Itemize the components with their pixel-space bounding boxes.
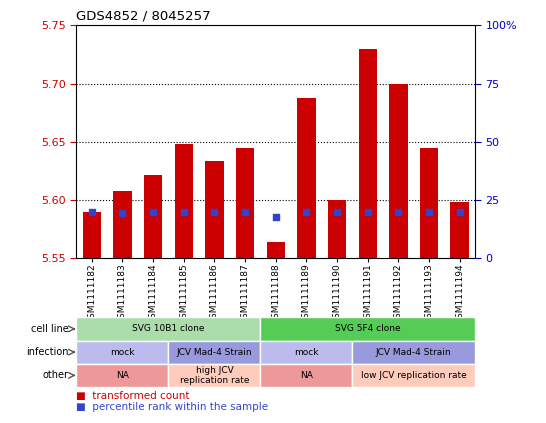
Bar xyxy=(389,84,407,258)
Bar xyxy=(76,341,168,364)
Bar xyxy=(168,364,260,387)
Text: high JCV
replication rate: high JCV replication rate xyxy=(180,366,249,385)
Text: ■  transformed count: ■ transformed count xyxy=(76,390,190,401)
Point xyxy=(271,214,280,221)
Text: NA: NA xyxy=(300,371,313,380)
Bar xyxy=(328,200,346,258)
Point xyxy=(149,208,157,215)
Point xyxy=(210,208,219,215)
Bar xyxy=(260,317,475,341)
Bar xyxy=(144,176,162,258)
Bar xyxy=(352,341,475,364)
Text: infection: infection xyxy=(26,347,68,357)
Bar xyxy=(113,191,132,258)
Bar xyxy=(76,364,168,387)
Bar xyxy=(359,49,377,258)
Point xyxy=(333,208,341,215)
Point xyxy=(394,208,403,215)
Text: cell line: cell line xyxy=(31,324,68,334)
Point xyxy=(241,208,250,215)
Bar xyxy=(420,148,438,258)
Bar xyxy=(266,242,285,258)
Bar xyxy=(175,144,193,258)
Text: JCV Mad-4 Strain: JCV Mad-4 Strain xyxy=(376,348,452,357)
Text: SVG 5F4 clone: SVG 5F4 clone xyxy=(335,324,401,333)
Bar xyxy=(236,148,254,258)
Text: GDS4852 / 8045257: GDS4852 / 8045257 xyxy=(76,10,211,23)
Point xyxy=(87,208,96,215)
Point xyxy=(363,208,372,215)
Bar xyxy=(450,202,469,258)
Bar xyxy=(352,364,475,387)
Text: other: other xyxy=(43,371,68,380)
Text: NA: NA xyxy=(116,371,129,380)
Bar xyxy=(260,341,352,364)
Point xyxy=(455,208,464,215)
Bar xyxy=(260,364,352,387)
Text: mock: mock xyxy=(110,348,135,357)
Bar xyxy=(205,162,224,258)
Bar xyxy=(82,212,101,258)
Point xyxy=(180,208,188,215)
Point xyxy=(425,208,434,215)
Point xyxy=(302,208,311,215)
Bar xyxy=(76,317,260,341)
Text: low JCV replication rate: low JCV replication rate xyxy=(361,371,467,380)
Text: ■  percentile rank within the sample: ■ percentile rank within the sample xyxy=(76,402,269,412)
Text: SVG 10B1 clone: SVG 10B1 clone xyxy=(132,324,205,333)
Text: JCV Mad-4 Strain: JCV Mad-4 Strain xyxy=(176,348,252,357)
Bar xyxy=(168,341,260,364)
Point xyxy=(118,209,127,216)
Bar xyxy=(297,98,316,258)
Text: mock: mock xyxy=(294,348,319,357)
